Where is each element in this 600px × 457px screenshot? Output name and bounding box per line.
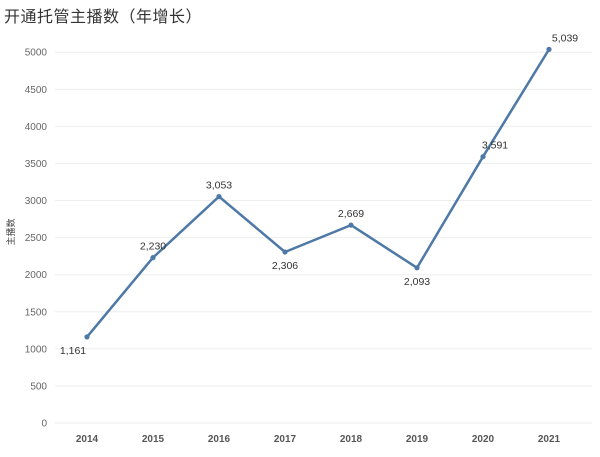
y-tick-label: 1000 — [25, 344, 48, 355]
y-tick-label: 1500 — [25, 307, 48, 318]
y-tick-label: 5000 — [25, 48, 48, 59]
data-point — [150, 255, 156, 261]
y-tick-label: 3500 — [25, 159, 48, 170]
x-tick-label: 2014 — [76, 434, 99, 445]
data-point — [216, 194, 222, 200]
gridlines — [55, 51, 592, 424]
x-tick-label: 2015 — [142, 434, 165, 445]
series-line — [86, 48, 551, 338]
x-tick-label: 2019 — [406, 434, 429, 445]
data-points — [84, 46, 552, 340]
y-tick-label: 4500 — [25, 85, 48, 96]
chart-title: 开通托管主播数（年增长） — [4, 7, 203, 26]
x-axis-ticks: 2014 2015 2016 2017 2018 2019 2020 2021 — [76, 434, 561, 445]
data-label: 2,669 — [338, 208, 364, 220]
y-tick-label: 2000 — [25, 270, 48, 281]
y-tick-label: 0 — [41, 419, 47, 430]
x-tick-label: 2020 — [472, 434, 495, 445]
x-tick-label: 2018 — [340, 434, 363, 445]
data-label: 2,230 — [140, 241, 166, 253]
data-point — [84, 334, 90, 340]
y-tick-label: 500 — [30, 381, 47, 392]
data-label: 5,039 — [552, 32, 578, 44]
data-point — [546, 46, 552, 52]
data-label: 3,591 — [482, 140, 508, 152]
y-axis-label: 主播数 — [5, 218, 17, 245]
data-point — [480, 154, 486, 160]
x-tick-label: 2016 — [208, 434, 231, 445]
x-tick-label: 2017 — [274, 434, 297, 445]
data-label: 3,053 — [206, 180, 232, 192]
data-label: 2,093 — [404, 276, 430, 288]
data-point — [348, 222, 354, 228]
data-point — [414, 265, 420, 271]
data-labels: 1,161 2,230 3,053 2,306 2,669 2,093 3,591 5,039 — [60, 32, 578, 357]
data-label: 1,161 — [60, 345, 86, 357]
data-point — [282, 249, 288, 255]
y-tick-label: 2500 — [25, 233, 48, 244]
y-tick-label: 3000 — [25, 196, 48, 207]
y-tick-label: 4000 — [25, 122, 48, 133]
y-axis-ticks: 0 500 1000 1500 2000 2500 3000 3500 4000 4500 5000 — [25, 48, 48, 430]
x-tick-label: 2021 — [538, 434, 561, 445]
data-label: 2,306 — [272, 260, 298, 272]
